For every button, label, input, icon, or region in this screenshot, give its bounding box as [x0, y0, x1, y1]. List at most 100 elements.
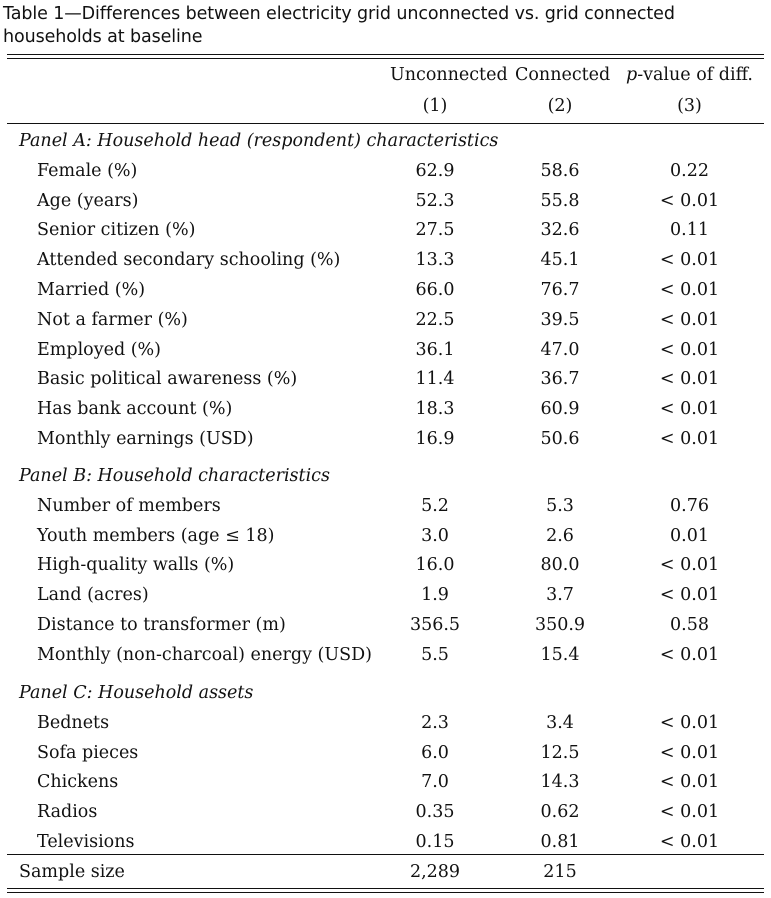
table-row: Land (acres) 1.9 3.7 < 0.01 — [7, 580, 764, 610]
col-header-unconnected: Unconnected — [390, 65, 508, 85]
row-label: Monthly earnings (USD) — [37, 429, 254, 449]
p-value: 0.58 — [670, 615, 709, 635]
connected-value: 58.6 — [540, 160, 580, 181]
table-row: Bednets 2.3 3.4 < 0.01 — [7, 708, 764, 738]
unconnected-value: 356.5 — [409, 615, 461, 635]
row-label: Number of members — [37, 495, 221, 516]
connected-value: 45.1 — [540, 250, 580, 271]
table-row: High-quality walls (%) 16.0 80.0 < 0.01 — [7, 550, 764, 580]
top-rule-2 — [7, 58, 764, 59]
unconnected-value: 66.0 — [415, 280, 455, 300]
col-number-2: (2) — [547, 96, 573, 116]
panel-title: Panel B: Household characteristics — [19, 466, 330, 486]
unconnected-value: 36.1 — [415, 339, 455, 360]
table-row: Married (%) 66.0 76.7 < 0.01 — [7, 275, 764, 305]
table-row: Basic political awareness (%) 11.4 36.7 < 0… — [7, 364, 764, 394]
top-rule-1 — [7, 54, 764, 55]
p-value: < 0.01 — [659, 644, 720, 665]
unconnected-value: 5.2 — [421, 495, 449, 516]
p-value: 0.22 — [670, 160, 709, 181]
unconnected-value: 7.0 — [421, 772, 449, 793]
unconnected-value: 16.9 — [415, 429, 455, 449]
row-label: Youth members (age ≤ 18) — [37, 525, 275, 546]
connected-value: 50.6 — [540, 429, 580, 449]
sample-size-label: Sample size — [19, 862, 125, 882]
sample-size-connected: 215 — [543, 862, 577, 882]
unconnected-value: 18.3 — [415, 399, 455, 420]
connected-value: 5.3 — [546, 495, 574, 516]
header-rule — [7, 123, 764, 124]
p-value: < 0.01 — [659, 712, 720, 733]
connected-value: 60.9 — [540, 399, 580, 420]
connected-value: 2.6 — [546, 525, 574, 546]
sample-size-row: Sample size 2,289 215 — [7, 857, 764, 887]
p-value: < 0.01 — [659, 190, 720, 211]
row-label: Televisions — [37, 832, 135, 852]
p-value: < 0.01 — [659, 742, 720, 763]
unconnected-value: 52.3 — [415, 190, 455, 211]
connected-value: 32.6 — [540, 220, 580, 241]
unconnected-value: 11.4 — [415, 369, 455, 390]
p-value: 0.01 — [670, 525, 709, 546]
column-header-row: Unconnected Connected p-value of diff. — [7, 60, 764, 90]
sample-rule — [7, 854, 764, 855]
col-header-connected: Connected — [515, 65, 611, 85]
table-row: Youth members (age ≤ 18) 3.0 2.6 0.01 — [7, 521, 764, 551]
unconnected-value: 2.3 — [421, 712, 449, 733]
table-row: Female (%) 62.9 58.6 0.22 — [7, 156, 764, 186]
p-value: < 0.01 — [659, 429, 720, 449]
table-row: Televisions 0.15 0.81 < 0.01 — [7, 827, 764, 857]
connected-value: 0.62 — [540, 802, 580, 823]
table-row: Not a farmer (%) 22.5 39.5 < 0.01 — [7, 305, 764, 335]
connected-value: 3.7 — [546, 585, 574, 606]
row-label: Employed (%) — [37, 339, 161, 360]
row-label: Sofa pieces — [37, 742, 139, 763]
unconnected-value: 0.35 — [415, 802, 455, 823]
unconnected-value: 62.9 — [415, 160, 455, 181]
row-label: Attended secondary schooling (%) — [37, 250, 341, 271]
unconnected-value: 22.5 — [415, 309, 455, 330]
row-label: Basic political awareness (%) — [37, 369, 298, 390]
col-header-pvalue: p-value of diff. — [617, 60, 762, 90]
connected-value: 0.81 — [540, 832, 580, 852]
row-label: Land (acres) — [37, 585, 149, 606]
p-value: < 0.01 — [659, 250, 720, 271]
row-label: Female (%) — [37, 160, 138, 181]
p-value: < 0.01 — [659, 772, 720, 793]
connected-value: 36.7 — [540, 369, 580, 390]
p-rest: -value of diff. — [637, 65, 753, 85]
panel-title: Panel A: Household head (respondent) cha… — [19, 131, 499, 151]
panel-title-row: Panel B: Household characteristics — [7, 461, 764, 491]
row-label: High-quality walls (%) — [37, 555, 235, 576]
table-row: Senior citizen (%) 27.5 32.6 0.11 — [7, 215, 764, 245]
table-row: Monthly earnings (USD) 16.9 50.6 < 0.01 — [7, 424, 764, 454]
table-row: Chickens 7.0 14.3 < 0.01 — [7, 767, 764, 797]
connected-value: 76.7 — [540, 280, 580, 300]
table-row: Age (years) 52.3 55.8 < 0.01 — [7, 186, 764, 216]
connected-value: 12.5 — [540, 742, 580, 763]
connected-value: 350.9 — [534, 615, 586, 635]
unconnected-value: 27.5 — [415, 220, 455, 241]
row-label: Age (years) — [37, 190, 139, 211]
table-row: Sofa pieces 6.0 12.5 < 0.01 — [7, 738, 764, 768]
p-value: < 0.01 — [659, 309, 720, 330]
connected-value: 3.4 — [546, 712, 574, 733]
row-label: Chickens — [37, 772, 119, 793]
panel-title: Panel C: Household assets — [19, 683, 254, 703]
panel-title-row: Panel A: Household head (respondent) cha… — [7, 126, 764, 156]
row-label: Distance to transformer (m) — [37, 615, 286, 635]
connected-value: 15.4 — [540, 644, 580, 665]
p-value: < 0.01 — [659, 369, 720, 390]
panel-title-row: Panel C: Household assets — [7, 678, 764, 708]
table-caption: Table 1—Differences between electricity … — [3, 4, 675, 47]
bottom-rule-1 — [7, 888, 764, 889]
row-label: Senior citizen (%) — [37, 220, 196, 241]
row-label: Bednets — [37, 712, 110, 733]
p-value: < 0.01 — [659, 802, 720, 823]
connected-value: 47.0 — [540, 339, 580, 360]
column-number-row: (1) (2) (3) — [7, 91, 764, 121]
unconnected-value: 0.15 — [415, 832, 455, 852]
table-row: Radios 0.35 0.62 < 0.01 — [7, 797, 764, 827]
connected-value: 55.8 — [540, 190, 580, 211]
unconnected-value: 3.0 — [421, 525, 449, 546]
